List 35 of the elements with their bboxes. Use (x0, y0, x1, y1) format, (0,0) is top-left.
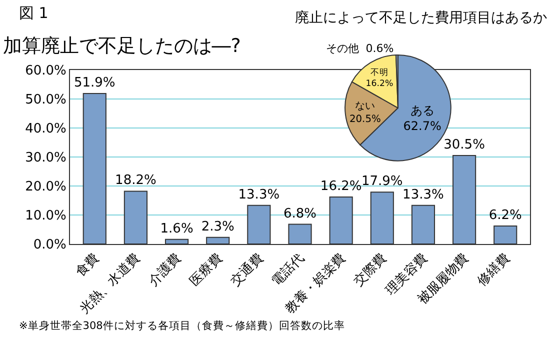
slice-label: 不明 (370, 66, 388, 78)
chart-title: 廃止によって不足した費用項目はあるか (295, 10, 548, 26)
x-tick-label: 電話代 (269, 250, 308, 290)
slice-label: ない (355, 101, 376, 112)
data-label: 20.5% (350, 114, 381, 125)
data-label: 13.3% (238, 187, 280, 202)
text: ※単身世帯全308件に対する各項目（食費～修繕費）回答数の比率 (19, 319, 345, 332)
data-label: 13.3% (402, 187, 444, 202)
y-tick-label: 60.0% (25, 64, 66, 79)
data-label: 17.9% (361, 174, 403, 190)
y-tick-label: 0.0% (33, 238, 66, 253)
data-label: 62.7% (403, 118, 442, 133)
x-tick-label: 修繕費 (474, 250, 513, 290)
x-tick-label: 医療費 (187, 250, 226, 290)
data-label: 16.2% (366, 78, 394, 89)
data-label: 2.3% (201, 219, 234, 234)
y-tick-label: 10.0% (25, 208, 66, 224)
x-tick-label: 食費 (73, 250, 102, 280)
x-tick-label: 介護費 (146, 250, 184, 290)
y-tick-label: 50.0% (25, 92, 66, 108)
data-label: 51.9% (74, 75, 116, 90)
data-label: 6.8% (283, 206, 317, 222)
x-tick-label: 交通費 (227, 250, 266, 290)
slice-label: ある (410, 103, 434, 118)
slice-label: その他 0.6% (326, 42, 394, 55)
data-label: 16.2% (320, 179, 362, 194)
data-label: 30.5% (444, 138, 485, 153)
chart-title: 加算廃止で不足したのは―? (2, 35, 241, 58)
y-tick-label: 40.0% (25, 122, 66, 137)
data-label: 18.2% (115, 173, 156, 188)
data-label: 1.6% (160, 221, 194, 236)
y-tick-label: 30.0% (25, 150, 66, 166)
caption: 図 1 (19, 4, 48, 22)
data-label: 6.2% (488, 208, 522, 224)
y-tick-label: 20.0% (25, 180, 66, 195)
